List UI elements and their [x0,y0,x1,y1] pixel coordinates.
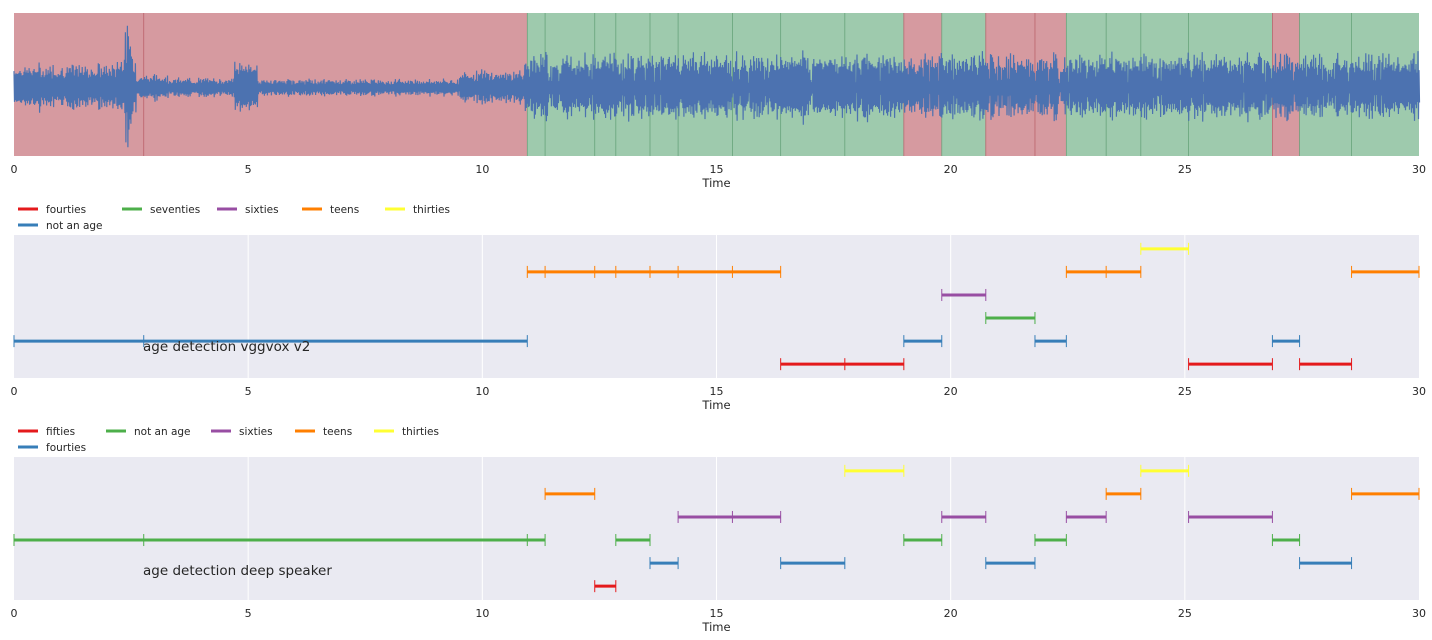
legend-label: fourties [46,442,86,454]
x-axis-label: Time [701,176,730,190]
x-axis-label: Time [701,398,730,412]
legend-label: not an age [134,426,191,438]
x-tick-label: 0 [11,385,18,398]
panel-title: age detection deep speaker [143,563,332,579]
x-tick-label: 30 [1412,385,1426,398]
x-tick-label: 5 [245,385,252,398]
x-tick-label: 30 [1412,163,1426,176]
legend-label: thirties [413,204,450,216]
legend-label: not an age [46,220,103,232]
x-tick-label: 20 [944,163,958,176]
x-tick-label: 0 [11,163,18,176]
x-tick-label: 0 [11,607,18,620]
x-tick-label: 5 [245,163,252,176]
x-tick-label: 20 [944,385,958,398]
legend-label: thirties [402,426,439,438]
x-tick-label: 10 [475,607,489,620]
x-tick-label: 10 [475,385,489,398]
legend-label: sixties [245,204,279,216]
x-tick-label: 25 [1178,607,1192,620]
x-tick-label: 15 [710,163,724,176]
x-tick-label: 25 [1178,163,1192,176]
legend-label: fourties [46,204,86,216]
x-tick-label: 15 [710,607,724,620]
x-tick-label: 25 [1178,385,1192,398]
panel-title: age detection vggvox v2 [143,339,310,355]
legend-label: seventies [150,204,200,216]
legend-label: teens [330,204,359,216]
x-tick-label: 20 [944,607,958,620]
legend-label: teens [323,426,352,438]
legend-label: fifties [46,426,75,438]
x-tick-label: 15 [710,385,724,398]
legend-label: sixties [239,426,273,438]
waveform-line [13,25,1421,148]
x-axis-label: Time [701,620,730,634]
x-tick-label: 10 [475,163,489,176]
x-tick-label: 30 [1412,607,1426,620]
x-tick-label: 5 [245,607,252,620]
